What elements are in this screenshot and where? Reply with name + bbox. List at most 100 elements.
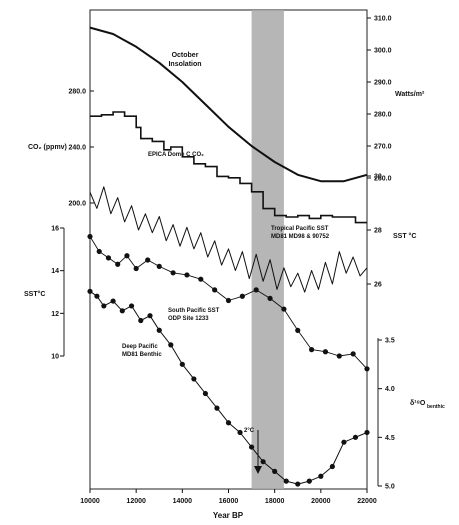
co2_left-tick-label: 280.0: [68, 89, 86, 96]
deep-pacific-benthic-line-point: [260, 459, 266, 465]
sst-right-axis: 30 28 26: [367, 174, 382, 289]
tropical-label-line2: MD81 MD98 & 90752: [271, 234, 330, 240]
co2_left-tick-label: 240.0: [68, 145, 86, 152]
x-axis-label: Year BP: [213, 511, 244, 520]
deep-pacific-benthic-line-point: [202, 390, 209, 397]
deep-pacific-benthic-line-point: [191, 376, 197, 382]
deep-pacific-benthic-line-point: [272, 468, 278, 474]
insolation_right-tick-label: 260.0: [374, 176, 392, 183]
south-pacific-sst-line-point: [212, 287, 218, 293]
deep-pacific-benthic-line-point: [119, 308, 125, 314]
sst_right-tick-label: 26: [374, 282, 382, 289]
south-pacific-sst-line-point: [322, 349, 329, 355]
tropical-label-line1: Tropical Pacific SST: [271, 226, 329, 232]
deep-pacific-benthic-line-point: [306, 478, 312, 484]
sst_left-tick-label: 16: [51, 226, 59, 233]
deep-pacific-benthic-line-point: [283, 478, 289, 484]
x-tick-label: 12000: [126, 498, 146, 505]
south-pacific-sst-line-point: [253, 287, 259, 293]
deep-pacific-benthic-line-point: [94, 293, 100, 299]
south-pacific-sst-line-point: [309, 347, 315, 353]
deep-pacific-benthic-line-point: [110, 298, 116, 304]
d18o-axis: 3.5 4.0 4.5 5.0: [378, 338, 395, 491]
x-axis: 10000 12000 14000 16000 18000 20000 22000: [80, 489, 377, 505]
x-tick-label: 22000: [357, 498, 377, 505]
south-pacific-sst-line-point: [350, 351, 356, 357]
deep-pacific-benthic-line-point: [341, 439, 347, 445]
sst-right-axis-label: SST °C: [393, 232, 416, 240]
sst-left-axis: 16 14 12 10: [51, 226, 64, 361]
south-pacific-label-line2: ODP Site 1233: [168, 316, 209, 322]
insolation-axis: 310.0 300.0 290.0 280.0 270.0 260.0: [367, 16, 392, 183]
south-pacific-sst-line-point: [281, 306, 287, 312]
south-pacific-sst-line-point: [198, 276, 204, 282]
insolation_right-tick-label: 270.0: [374, 144, 392, 151]
sst_right-tick-label: 30: [374, 174, 382, 181]
south-pacific-sst-line-point: [239, 293, 245, 299]
d18o-axis-sublabel: benthic: [427, 404, 445, 410]
sst_left-tick-label: 10: [51, 354, 59, 361]
x-tick-label: 16000: [219, 498, 239, 505]
x-tick-label: 20000: [311, 498, 331, 505]
insolation-label-line2: Insolation: [168, 61, 201, 68]
x-tick-label: 18000: [265, 498, 285, 505]
deep-pacific-benthic-line-point: [128, 303, 135, 309]
south-pacific-sst-line-point: [145, 257, 151, 263]
deep-pacific-benthic-line-point: [179, 361, 185, 367]
series-group: [87, 26, 370, 487]
two-degree-arrowhead: [254, 466, 262, 474]
d18o_right-tick-label: 3.5: [385, 338, 395, 345]
d18o_right-tick-label: 4.0: [385, 386, 395, 393]
sst_left-tick-label: 14: [51, 268, 59, 275]
deep-pacific-benthic-line-point: [101, 303, 107, 309]
d18o-axis-label: δ¹⁸O: [410, 400, 426, 407]
deep-pacific-benthic-line-point: [147, 313, 153, 319]
co2-axis: 280.0 240.0 200.0: [68, 89, 94, 208]
south-pacific-label-line1: South Pacific SST: [168, 308, 220, 314]
insolation_right-tick-label: 290.0: [374, 80, 392, 87]
insolation_right-tick-label: 310.0: [374, 16, 392, 23]
south-pacific-sst-line-point: [105, 255, 112, 261]
south-pacific-sst-line-point: [225, 297, 232, 304]
x-tick-label: 10000: [80, 498, 100, 505]
south-pacific-sst-line-point: [96, 248, 102, 255]
south-pacific-sst-line-point: [87, 233, 93, 240]
deep-pacific-benthic-line: [89, 290, 368, 485]
deep-pacific-label-line1: Deep Pacific: [122, 344, 158, 350]
deep-pacific-label-line2: MD81 Benthic: [122, 352, 162, 358]
sst_right-tick-label: 28: [374, 228, 382, 235]
deep-pacific-benthic-line-point: [295, 481, 301, 487]
deep-pacific-benthic-line-point: [214, 405, 220, 411]
south-pacific-sst-line-point: [156, 263, 162, 269]
deep-pacific-benthic-line-point: [138, 317, 144, 324]
south-pacific-sst-line-point: [184, 272, 190, 278]
south-pacific-sst-line-point: [295, 327, 301, 333]
insolation_right-tick-label: 300.0: [374, 48, 392, 55]
south-pacific-sst-line-point: [133, 265, 139, 272]
two-degree-label: 2°C: [244, 428, 255, 434]
south-pacific-sst-line-point: [170, 270, 176, 276]
tropical-sst-line: [89, 186, 368, 293]
deep-pacific-benthic-line-point: [168, 342, 174, 348]
deep-pacific-benthic-line-point: [329, 463, 335, 470]
south-pacific-sst-line-point: [115, 261, 121, 267]
deep-pacific-benthic-line-point: [352, 434, 359, 440]
south-pacific-sst-line-point: [364, 366, 370, 372]
deep-pacific-benthic-line-point: [87, 288, 93, 294]
epica-label: EPICA Dome C CO₂: [148, 152, 204, 158]
d18o_right-tick-label: 5.0: [385, 484, 395, 491]
deep-pacific-benthic-line-point: [248, 444, 255, 450]
d18o_right-tick-label: 4.5: [385, 435, 395, 442]
deep-pacific-benthic-line-point: [318, 473, 324, 479]
x-tick-label: 14000: [173, 498, 193, 505]
south-pacific-sst-line-point: [267, 295, 273, 301]
insolation_right-tick-label: 280.0: [374, 112, 392, 119]
deep-pacific-benthic-line-point: [156, 327, 162, 333]
co2_left-tick-label: 200.0: [68, 201, 86, 208]
sst-left-axis-label: SST°C: [24, 290, 45, 298]
insolation-line: [89, 26, 368, 183]
insolation-label-line1: October: [172, 52, 199, 59]
shaded-band: [251, 10, 284, 489]
south-pacific-sst-line-point: [124, 253, 130, 259]
